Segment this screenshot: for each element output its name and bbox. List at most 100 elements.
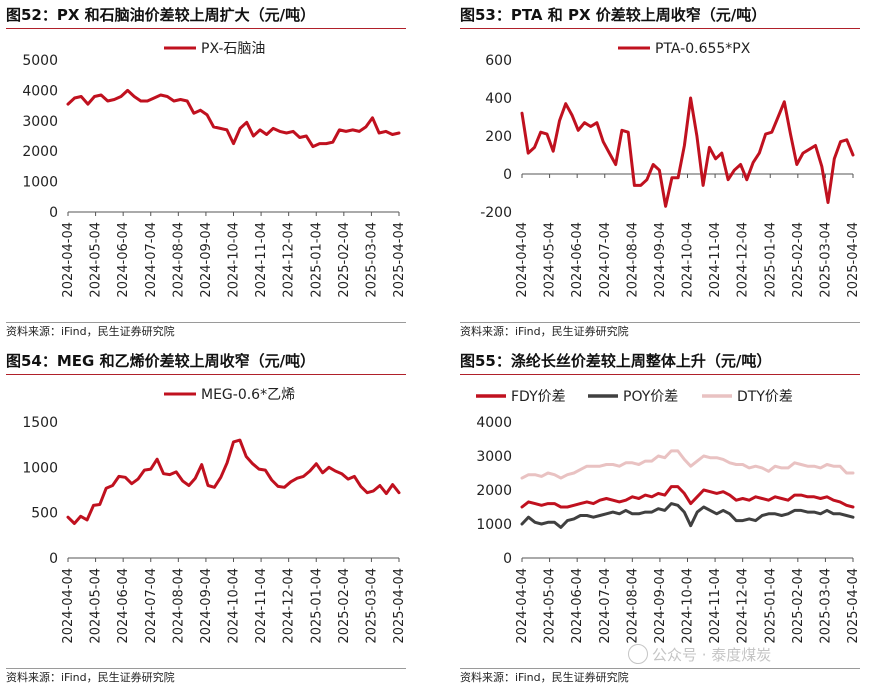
x-tick-label: 2024-10-04 (227, 568, 242, 644)
y-tick-label: 2000 (476, 483, 512, 499)
x-tick-label: 2025-03-04 (364, 568, 379, 644)
y-tick-label: 3000 (22, 114, 58, 130)
x-tick-label: 2024-10-04 (681, 222, 696, 298)
chart-panel-px-naphtha: 图52：PX 和石脑油价差较上周扩大（元/吨） 0 1000 2000 3000 400… (6, 2, 407, 344)
series-line (66, 88, 401, 149)
x-tick-label: 2024-12-04 (282, 568, 297, 644)
x-tick-label: 2024-06-04 (570, 222, 585, 298)
x-tick-label: 2024-09-04 (199, 568, 214, 644)
x-tick-label: 2024-11-04 (708, 222, 723, 298)
x-tick-label: 2024-04-04 (61, 222, 76, 298)
y-tick-label: 1000 (22, 460, 58, 476)
y-tick-label: 400 (485, 91, 512, 107)
x-tick-label: 2025-04-04 (392, 568, 407, 644)
legend-label: PX-石脑油 (201, 41, 265, 57)
y-tick-label: 0 (503, 167, 512, 183)
y-tick-label: 500 (31, 506, 58, 522)
chart-svg: -200 0 200 400 600 2024-04-04 2024-05-04 2024-0… (480, 41, 861, 298)
x-tick-label: 2025-03-04 (364, 222, 379, 298)
series-line (520, 485, 855, 509)
legend-label: FDY价差 (511, 389, 566, 405)
x-tick-label: 2024-11-04 (708, 568, 723, 644)
x-tick-label: 2024-08-04 (625, 568, 640, 644)
y-tick-label: 1000 (476, 517, 512, 533)
series-line (520, 502, 855, 529)
x-tick-label: 2025-02-04 (791, 568, 806, 644)
chart-title: 图54：MEG 和乙烯价差较上周收窄（元/吨） (6, 348, 406, 375)
x-tick-label: 2025-01-04 (763, 222, 778, 298)
y-tick-label: -200 (480, 205, 512, 221)
x-tick-label: 2024-08-04 (171, 568, 186, 644)
x-tick-label: 2025-01-04 (309, 222, 324, 298)
x-tick-label: 2024-12-04 (736, 568, 751, 644)
y-tick-label: 3000 (476, 449, 512, 465)
x-tick-label: 2024-07-04 (144, 568, 159, 644)
x-tick-label: 2025-02-04 (791, 222, 806, 298)
x-tick-label: 2024-06-04 (116, 568, 131, 644)
series-line (66, 438, 401, 525)
legend-label: POY价差 (623, 389, 678, 405)
x-tick-label: 2024-04-04 (515, 568, 530, 644)
chart-source: 资料来源：iFind，民生证券研究院 (6, 322, 406, 341)
y-tick-label: 200 (485, 129, 512, 145)
legend-label: MEG-0.6*乙烯 (201, 387, 295, 403)
chart-source: 资料来源：iFind，民生证券研究院 (460, 668, 860, 687)
x-tick-label: 2024-09-04 (199, 222, 214, 298)
y-tick-label: 2000 (22, 144, 58, 160)
x-tick-label: 2024-07-04 (144, 222, 159, 298)
x-tick-label: 2025-03-04 (818, 222, 833, 298)
y-tick-label: 600 (485, 53, 512, 69)
watermark: 公众号 · 泰度煤炭 (628, 644, 771, 665)
x-tick-label: 2025-01-04 (309, 568, 324, 644)
x-tick-label: 2025-02-04 (337, 222, 352, 298)
x-tick-label: 2024-05-04 (89, 222, 104, 298)
watermark-text: 公众号 · 泰度煤炭 (652, 646, 772, 664)
x-tick-label: 2024-12-04 (282, 222, 297, 298)
x-tick-label: 2025-04-04 (846, 222, 861, 298)
x-tick-label: 2024-08-04 (171, 222, 186, 298)
chart-title: 图55：涤纶长丝价差较上周整体上升（元/吨） (460, 348, 860, 375)
x-tick-label: 2024-11-04 (254, 568, 269, 644)
y-tick-label: 4000 (22, 83, 58, 99)
x-tick-label: 2024-09-04 (653, 568, 668, 644)
y-tick-label: 4000 (476, 415, 512, 431)
x-tick-label: 2024-06-04 (570, 568, 585, 644)
chart-panel-pta-px: 图53：PTA 和 PX 价差较上周收窄（元/吨） -200 0 200 400 600… (460, 2, 861, 344)
y-tick-label: 0 (49, 205, 58, 221)
x-tick-label: 2025-04-04 (846, 568, 861, 644)
legend-label: PTA-0.655*PX (655, 41, 751, 57)
chart-panel-polyester-filament: 图55：涤纶长丝价差较上周整体上升（元/吨） 0 1000 2000 3000 4000… (460, 348, 861, 688)
chart-svg: 0 500 1000 1500 2024-04-04 2024-05-04 2024-06-… (22, 387, 407, 644)
x-tick-label: 2025-03-04 (818, 568, 833, 644)
chart-panel-meg-ethylene: 图54：MEG 和乙烯价差较上周收窄（元/吨） 0 500 1000 1500 2024… (6, 348, 407, 688)
x-tick-label: 2024-12-04 (736, 222, 751, 298)
y-tick-label: 5000 (22, 53, 58, 69)
x-tick-label: 2024-05-04 (89, 568, 104, 644)
x-tick-label: 2024-10-04 (681, 568, 696, 644)
x-tick-label: 2024-10-04 (227, 222, 242, 298)
x-tick-label: 2024-11-04 (254, 222, 269, 298)
x-tick-label: 2024-07-04 (598, 568, 613, 644)
chart-source: 资料来源：iFind，民生证券研究院 (460, 322, 860, 341)
y-tick-label: 0 (503, 551, 512, 567)
y-tick-label: 1000 (22, 175, 58, 191)
chart-title: 图52：PX 和石脑油价差较上周扩大（元/吨） (6, 2, 406, 29)
x-tick-label: 2024-04-04 (61, 568, 76, 644)
x-tick-label: 2024-09-04 (653, 222, 668, 298)
y-tick-label: 0 (49, 551, 58, 567)
chart-svg: 0 1000 2000 3000 4000 5000 2024-04-04 2024-05-0… (22, 41, 407, 298)
x-tick-label: 2025-04-04 (392, 222, 407, 298)
x-tick-label: 2024-07-04 (598, 222, 613, 298)
x-tick-label: 2025-01-04 (763, 568, 778, 644)
x-tick-label: 2024-04-04 (515, 222, 530, 298)
legend-label: DTY价差 (737, 389, 793, 405)
x-tick-label: 2024-06-04 (116, 222, 131, 298)
wechat-icon (628, 644, 648, 664)
y-tick-label: 1500 (22, 415, 58, 431)
series-line (520, 449, 855, 480)
x-tick-label: 2024-05-04 (543, 222, 558, 298)
chart-svg: 0 1000 2000 3000 4000 2024-04-04 2024-05-04 202… (476, 389, 861, 644)
x-tick-label: 2024-05-04 (543, 568, 558, 644)
x-tick-label: 2024-08-04 (625, 222, 640, 298)
series-line (520, 96, 855, 208)
